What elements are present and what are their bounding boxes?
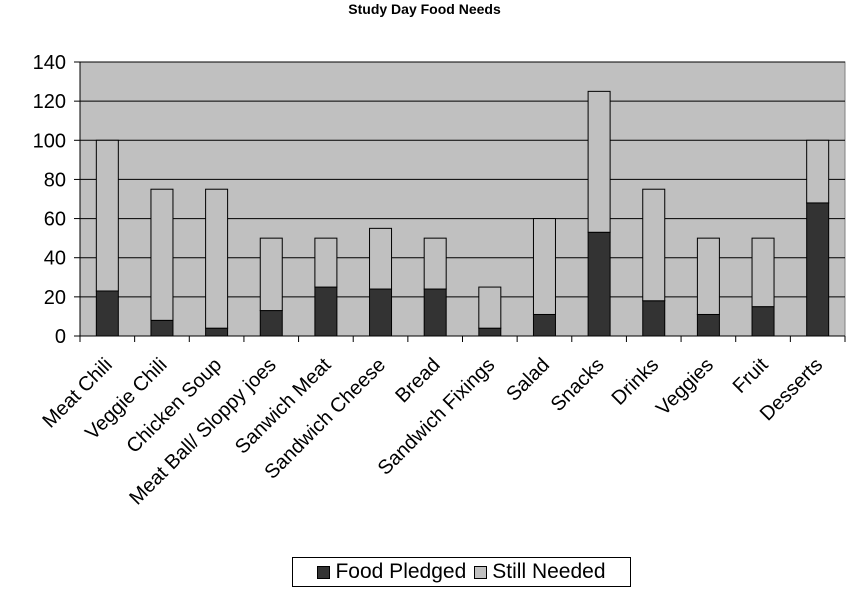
bar-still-needed-veggies bbox=[696, 237, 720, 315]
y-tick-label-60: 60 bbox=[44, 209, 66, 231]
y-tick-label-0: 0 bbox=[55, 326, 66, 348]
y-tick-label-20: 20 bbox=[44, 287, 66, 309]
bar-still-needed-chicken-soup bbox=[205, 188, 229, 329]
x-tick-label-sanwich-meat: Sanwich Meat bbox=[231, 354, 336, 459]
bar-food-pledged-sandwich-fixings bbox=[478, 327, 502, 337]
bar-food-pledged-meat-ball-sloppy-joes bbox=[259, 310, 283, 337]
bar-still-needed-salad bbox=[532, 218, 556, 315]
bar-food-pledged-salad bbox=[532, 313, 556, 337]
bar-food-pledged-veggie-chili bbox=[150, 319, 174, 337]
bar-food-pledged-fruit bbox=[751, 306, 775, 337]
bar-food-pledged-veggies bbox=[696, 313, 720, 337]
legend-item-food-pledged: Food Pledged bbox=[317, 560, 466, 584]
bar-food-pledged-meat-chili bbox=[95, 290, 119, 337]
bar-food-pledged-sanwich-meat bbox=[314, 286, 338, 337]
legend-label-still-needed: Still Needed bbox=[492, 560, 606, 583]
y-tick-label-40: 40 bbox=[44, 248, 66, 270]
bar-still-needed-snacks bbox=[587, 90, 611, 233]
bar-still-needed-meat-ball-sloppy-joes bbox=[259, 237, 283, 312]
legend-swatch-still-needed bbox=[474, 565, 488, 579]
bar-still-needed-veggie-chili bbox=[150, 188, 174, 321]
plot-area bbox=[79, 61, 846, 337]
legend-label-food-pledged: Food Pledged bbox=[335, 560, 467, 583]
x-tick-label-chicken-soup: Chicken Soup bbox=[123, 354, 227, 458]
bar-still-needed-sandwich-fixings bbox=[478, 286, 502, 329]
bar-still-needed-sanwich-meat bbox=[314, 237, 338, 288]
bar-still-needed-drinks bbox=[642, 188, 666, 302]
chart-title: Study Day Food Needs bbox=[348, 1, 501, 17]
y-tick-label-80: 80 bbox=[44, 169, 66, 191]
bar-food-pledged-chicken-soup bbox=[205, 327, 229, 337]
bar-food-pledged-bread bbox=[423, 288, 447, 337]
x-tick-label-fruit: Fruit bbox=[729, 354, 773, 398]
x-tick-label-veggies: Veggies bbox=[652, 354, 718, 420]
bar-still-needed-meat-chili bbox=[95, 139, 119, 292]
bar-food-pledged-sandwich-cheese bbox=[369, 288, 393, 337]
bar-still-needed-sandwich-cheese bbox=[369, 227, 393, 290]
x-tick-label-bread: Bread bbox=[391, 354, 444, 407]
legend-swatch-food-pledged bbox=[317, 565, 331, 579]
x-tick-label-snacks: Snacks bbox=[547, 354, 609, 416]
bar-food-pledged-drinks bbox=[642, 300, 666, 337]
y-tick-label-120: 120 bbox=[33, 91, 66, 113]
bar-still-needed-desserts bbox=[806, 139, 830, 204]
chart-legend: Food Pledged Still Needed bbox=[292, 557, 631, 587]
bar-food-pledged-snacks bbox=[587, 231, 611, 337]
bar-food-pledged-desserts bbox=[806, 202, 830, 337]
y-tick-label-100: 100 bbox=[33, 130, 66, 152]
x-tick-label-salad: Salad bbox=[502, 354, 554, 406]
legend-item-still-needed: Still Needed bbox=[474, 560, 606, 584]
bar-still-needed-fruit bbox=[751, 237, 775, 308]
bar-still-needed-bread bbox=[423, 237, 447, 290]
y-tick-label-140: 140 bbox=[33, 52, 66, 74]
